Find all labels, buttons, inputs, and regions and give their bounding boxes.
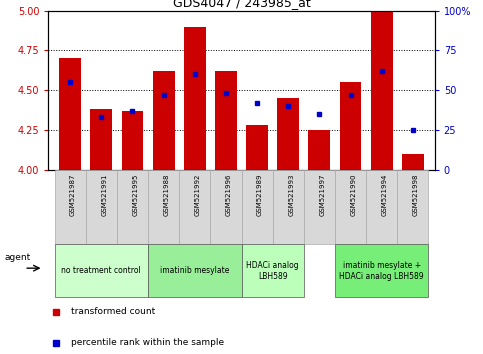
Text: GSM521990: GSM521990 xyxy=(351,174,356,216)
Text: GSM521987: GSM521987 xyxy=(70,174,76,216)
Bar xyxy=(117,170,148,244)
Bar xyxy=(148,244,242,297)
Text: GSM521989: GSM521989 xyxy=(257,174,263,216)
Title: GDS4047 / 243985_at: GDS4047 / 243985_at xyxy=(172,0,311,10)
Text: agent: agent xyxy=(5,253,31,262)
Text: imatinib mesylate: imatinib mesylate xyxy=(160,266,229,275)
Bar xyxy=(304,170,335,244)
Bar xyxy=(184,27,206,170)
Bar xyxy=(55,244,148,297)
Bar xyxy=(371,11,393,170)
Text: GSM521992: GSM521992 xyxy=(195,174,201,216)
Bar xyxy=(366,170,398,244)
Text: GSM521998: GSM521998 xyxy=(413,174,419,216)
Text: imatinib mesylate +
HDACi analog LBH589: imatinib mesylate + HDACi analog LBH589 xyxy=(340,261,424,280)
Bar xyxy=(398,170,428,244)
Bar xyxy=(277,98,299,170)
Bar xyxy=(402,154,424,170)
Text: transformed count: transformed count xyxy=(71,307,156,316)
Bar xyxy=(340,82,361,170)
Bar xyxy=(335,170,366,244)
Text: GSM521991: GSM521991 xyxy=(101,174,107,216)
Bar xyxy=(215,71,237,170)
Bar xyxy=(246,125,268,170)
Bar xyxy=(90,109,112,170)
Bar xyxy=(210,170,242,244)
Bar xyxy=(148,170,179,244)
Text: GSM521997: GSM521997 xyxy=(319,174,326,216)
Text: GSM521995: GSM521995 xyxy=(132,174,139,216)
Bar xyxy=(273,170,304,244)
Bar xyxy=(335,244,428,297)
Bar xyxy=(153,71,174,170)
Text: percentile rank within the sample: percentile rank within the sample xyxy=(71,338,225,347)
Text: HDACi analog
LBH589: HDACi analog LBH589 xyxy=(246,261,299,280)
Bar xyxy=(59,58,81,170)
Bar xyxy=(242,244,304,297)
Bar xyxy=(309,130,330,170)
Text: GSM521993: GSM521993 xyxy=(288,174,294,216)
Text: GSM521994: GSM521994 xyxy=(382,174,388,216)
Bar xyxy=(179,170,210,244)
Bar xyxy=(55,170,85,244)
Text: no treatment control: no treatment control xyxy=(61,266,141,275)
Bar xyxy=(122,111,143,170)
Bar xyxy=(242,170,273,244)
Bar xyxy=(85,170,117,244)
Text: GSM521988: GSM521988 xyxy=(164,174,170,216)
Text: GSM521996: GSM521996 xyxy=(226,174,232,216)
